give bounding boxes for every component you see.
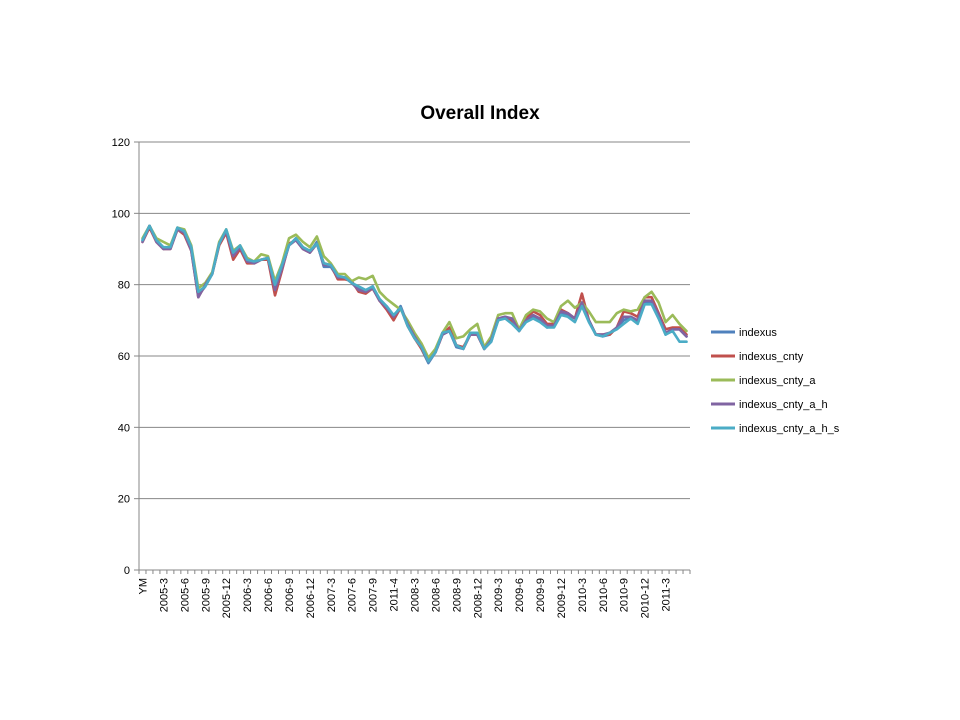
legend-item-indexus-cnty-a: indexus_cnty_a	[711, 375, 816, 387]
x-tick-label: 2007-3	[326, 578, 338, 612]
x-tick-label: 2008-6	[430, 578, 442, 612]
y-tick-label: 20	[118, 494, 130, 506]
series-line-indexus-cnty-a-h	[141, 224, 688, 363]
x-tick-label: 2010-12	[640, 578, 652, 618]
series-line-indexus-cnty	[141, 226, 688, 363]
x-tick-label: 2009-9	[535, 578, 547, 612]
x-tick-label: 2005-3	[158, 578, 170, 612]
x-tick-label: 2009-12	[556, 578, 568, 618]
series-lines	[141, 224, 688, 365]
x-tick-label: 2006-12	[305, 578, 317, 618]
legend-label: indexus_cnty_a_h_s	[739, 423, 840, 435]
x-tick-label: 2006-3	[242, 578, 254, 612]
x-axis-tick-labels: YM 2005-3 2005-6 2005-9 2005-12 2006-3 2006-6 2…	[137, 578, 672, 618]
x-tick-label: 2009-3	[493, 578, 505, 612]
x-tick-label: 2007-6	[347, 578, 359, 612]
x-tick-label: 2009-6	[514, 578, 526, 612]
x-tick-label: 2005-6	[179, 578, 191, 612]
legend-item-indexus-cnty-a-h: indexus_cnty_a_h	[711, 399, 828, 411]
legend: indexus indexus_cnty indexus_cnty_aindexus…	[711, 327, 840, 435]
y-tick-label: 40	[118, 422, 130, 434]
x-tick-label: YM	[137, 578, 149, 595]
gridlines	[139, 141, 690, 500]
legend-item-indexus-cnty: indexus_cnty	[711, 351, 804, 363]
y-tick-label: 80	[118, 280, 130, 292]
x-tick-label: 2011-3	[661, 578, 673, 611]
x-tick-label: 2008-9	[451, 578, 463, 612]
x-tick-label: 2007-9	[368, 578, 380, 612]
x-tick-label: 2008-3	[410, 578, 422, 612]
legend-label: indexus_cnty_a_h	[739, 399, 828, 411]
legend-label: indexus_cnty	[739, 351, 804, 363]
legend-item-indexus-cnty-a-h-s: indexus_cnty_a_h_s	[711, 423, 840, 435]
y-tick-label: 0	[124, 565, 130, 577]
y-tick-label: 100	[112, 208, 130, 220]
y-axis-tick-labels: 0 20 40 60 80 100 120	[112, 137, 130, 577]
x-tick-label: 2011-4	[389, 578, 401, 611]
axes	[134, 141, 691, 574]
legend-item-indexus: indexus	[711, 327, 777, 339]
x-tick-label: 2008-12	[472, 578, 484, 618]
y-tick-label: 60	[118, 351, 130, 363]
x-tick-label: 2010-9	[619, 578, 631, 612]
series-line-indexus	[141, 224, 688, 365]
x-tick-label: 2005-12	[221, 578, 233, 618]
chart-title: Overall Index	[420, 103, 540, 124]
x-tick-label: 2010-6	[598, 578, 610, 612]
x-tick-label: 2010-3	[577, 578, 589, 612]
series-line-indexus-cnty-a-h-s	[141, 224, 688, 363]
x-tick-label: 2005-9	[200, 578, 212, 612]
legend-label: indexus_cnty_a	[739, 375, 816, 387]
x-tick-label: 2006-6	[263, 578, 275, 612]
x-tick-label: 2006-9	[284, 578, 296, 612]
y-tick-label: 120	[112, 137, 130, 149]
legend-label: indexus	[739, 327, 777, 339]
